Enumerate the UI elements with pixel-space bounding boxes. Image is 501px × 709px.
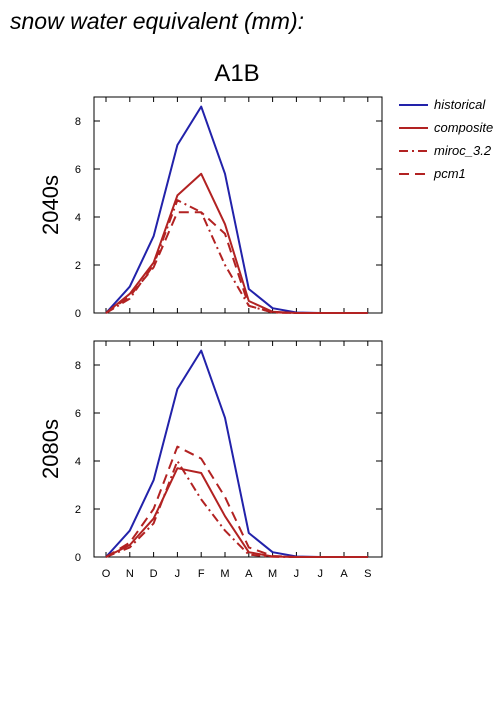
y-tick-label: 4 — [75, 456, 81, 468]
y-tick-label: 8 — [75, 116, 81, 128]
plot-frame — [93, 340, 383, 558]
y-tick-label: 6 — [75, 408, 81, 420]
x-tick-label: M — [220, 568, 229, 580]
plot-frame — [93, 96, 383, 314]
y-tick-label: 4 — [75, 212, 81, 224]
series-line-pcm1 — [105, 445, 368, 558]
x-tick-label: F — [198, 568, 205, 580]
series-line-miroc-3-2 — [105, 199, 368, 314]
x-tick-label: J — [175, 568, 181, 580]
y-tick-label: 0 — [75, 308, 81, 320]
x-tick-label: D — [150, 568, 158, 580]
panel-label: 2040s — [38, 175, 63, 235]
legend-label: historical — [434, 97, 486, 112]
legend-label: miroc_3.2 — [434, 143, 492, 158]
scenario-title: A1B — [214, 60, 259, 87]
x-tick-label: O — [102, 568, 111, 580]
y-tick-label: 2 — [75, 504, 81, 516]
y-tick-label: 2 — [75, 260, 81, 272]
figure-title: snow water equivalent (mm): — [10, 8, 304, 34]
chart-panel-2040s: 0 2 4 6 8 2040s — [38, 96, 383, 320]
y-tick-label: 8 — [75, 360, 81, 372]
x-tick-label: J — [294, 568, 300, 580]
legend-item-historical: historical — [399, 97, 486, 112]
x-tick-label: A — [340, 568, 348, 580]
chart-panel-2080s: 0 2 4 6 8 O N D J F M A M J J A S 2080s — [38, 340, 383, 580]
panel-label: 2080s — [38, 419, 63, 479]
x-tick-label: S — [364, 568, 371, 580]
panels: 0 2 4 6 8 2040s 0 2 4 6 8 O N D J F M A M J J A S 2080s — [38, 96, 383, 580]
series-line-composite — [105, 172, 368, 314]
series-line-historical — [105, 349, 368, 558]
x-tick-label: A — [245, 568, 253, 580]
legend-item-pcm1: pcm1 — [399, 166, 466, 181]
legend-label: pcm1 — [433, 166, 466, 181]
x-tick-label: M — [268, 568, 277, 580]
legend: historical composite miroc_3.2 pcm1 — [399, 97, 493, 181]
y-tick-label: 0 — [75, 552, 81, 564]
legend-item-miroc-3-2: miroc_3.2 — [399, 143, 492, 158]
legend-item-composite: composite — [399, 120, 493, 135]
x-tick-label: J — [317, 568, 323, 580]
series-line-historical — [105, 105, 368, 314]
legend-label: composite — [434, 120, 493, 135]
y-tick-label: 6 — [75, 164, 81, 176]
x-tick-label: N — [126, 568, 134, 580]
